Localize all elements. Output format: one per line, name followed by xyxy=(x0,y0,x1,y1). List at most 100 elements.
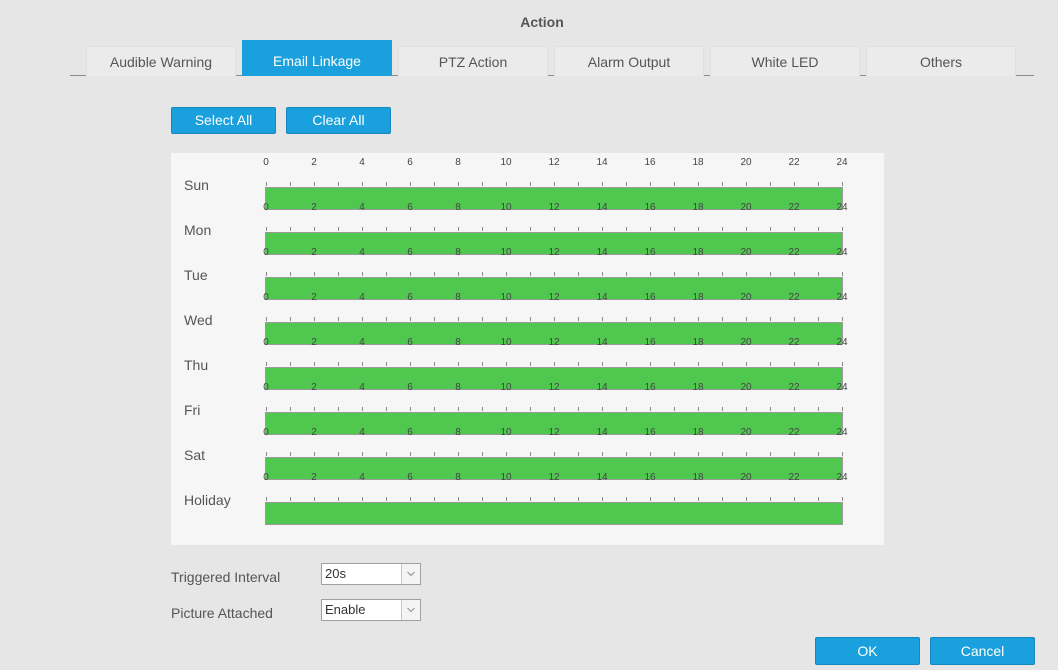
tab-white-led[interactable]: White LED xyxy=(710,46,860,76)
hour-tick-mark xyxy=(530,497,531,501)
hour-tick-mark xyxy=(410,227,411,231)
hour-tick-label: 4 xyxy=(359,292,365,303)
hour-tick-label: 14 xyxy=(596,157,608,168)
hour-tick-label: 16 xyxy=(644,472,656,483)
dropdown-button[interactable] xyxy=(401,564,420,584)
hour-tick-mark xyxy=(530,452,531,456)
hour-tick-mark xyxy=(530,407,531,411)
hour-tick-mark xyxy=(722,497,723,501)
hour-tick-mark xyxy=(818,407,819,411)
hour-tick-mark xyxy=(410,272,411,276)
hour-tick-mark xyxy=(650,452,651,456)
hour-tick-mark xyxy=(290,227,291,231)
tab-email-linkage[interactable]: Email Linkage xyxy=(242,40,392,76)
hour-tick-label: 10 xyxy=(500,292,512,303)
hour-tick-mark xyxy=(698,272,699,276)
hour-tick-mark xyxy=(506,362,507,366)
hour-tick-label: 16 xyxy=(644,157,656,168)
hour-tick-label: 4 xyxy=(359,157,365,168)
tab-audible-warning[interactable]: Audible Warning xyxy=(86,46,236,76)
hour-tick-mark xyxy=(386,182,387,186)
hour-tick-label: 4 xyxy=(359,337,365,348)
hour-tick-label: 18 xyxy=(692,472,704,483)
hour-tick-label: 10 xyxy=(500,472,512,483)
hour-tick-mark xyxy=(530,182,531,186)
tab-ptz-action[interactable]: PTZ Action xyxy=(398,46,548,76)
triggered-interval-label: Triggered Interval xyxy=(171,569,281,585)
day-label: Sat xyxy=(184,447,206,463)
hour-tick-label: 0 xyxy=(263,202,269,213)
schedule-row: Sat 0 2 4 6 8 10 12 14 16 18 20 22 24 xyxy=(171,423,884,480)
schedule-bar[interactable] xyxy=(265,412,843,435)
hour-tick-mark xyxy=(482,497,483,501)
hour-tick-mark xyxy=(578,452,579,456)
hour-tick-mark xyxy=(458,452,459,456)
hour-ruler: 0 2 4 6 8 10 12 14 16 18 20 22 24 xyxy=(263,288,848,321)
hour-tick-mark xyxy=(650,497,651,501)
tab-alarm-output[interactable]: Alarm Output xyxy=(554,46,704,76)
day-label: Wed xyxy=(184,312,213,328)
hour-tick-mark xyxy=(458,362,459,366)
clear-all-button[interactable]: Clear All xyxy=(286,107,391,134)
hour-tick-mark xyxy=(290,452,291,456)
hour-tick-mark xyxy=(698,497,699,501)
hour-tick-mark xyxy=(506,272,507,276)
hour-tick-mark xyxy=(338,272,339,276)
hour-tick-mark xyxy=(602,227,603,231)
hour-ruler: 0 2 4 6 8 10 12 14 16 18 20 22 24 xyxy=(263,198,848,231)
hour-tick-mark xyxy=(602,317,603,321)
hour-tick-mark xyxy=(386,362,387,366)
hour-tick-mark xyxy=(818,452,819,456)
hour-tick-mark xyxy=(626,452,627,456)
hour-tick-mark xyxy=(530,272,531,276)
hour-tick-mark xyxy=(794,182,795,186)
hour-tick-mark xyxy=(410,362,411,366)
select-all-button[interactable]: Select All xyxy=(171,107,276,134)
hour-tick-mark xyxy=(314,317,315,321)
hour-tick-label: 4 xyxy=(359,247,365,258)
hour-tick-label: 22 xyxy=(788,382,800,393)
hour-tick-mark xyxy=(362,362,363,366)
hour-tick-mark xyxy=(314,272,315,276)
hour-tick-mark xyxy=(698,317,699,321)
hour-tick-mark xyxy=(410,407,411,411)
hour-tick-label: 16 xyxy=(644,427,656,438)
schedule-grid: Sun 0 2 4 6 8 10 12 14 16 18 20 22 24 Mon 0 2 4 6 8 10 12 14 16… xyxy=(171,153,884,545)
dropdown-button[interactable] xyxy=(401,600,420,620)
hour-tick-mark xyxy=(842,317,843,321)
hour-tick-mark xyxy=(770,182,771,186)
schedule-bar[interactable] xyxy=(265,187,843,210)
hour-tick-label: 22 xyxy=(788,472,800,483)
hour-tick-mark xyxy=(746,452,747,456)
schedule-fill xyxy=(266,458,842,479)
schedule-bar[interactable] xyxy=(265,502,843,525)
hour-tick-mark xyxy=(314,497,315,501)
schedule-bar[interactable] xyxy=(265,322,843,345)
hour-tick-label: 18 xyxy=(692,247,704,258)
hour-tick-mark xyxy=(722,407,723,411)
schedule-bar[interactable] xyxy=(265,457,843,480)
hour-tick-mark xyxy=(482,317,483,321)
hour-tick-mark xyxy=(434,452,435,456)
hour-tick-label: 6 xyxy=(407,157,413,168)
schedule-bar[interactable] xyxy=(265,367,843,390)
hour-tick-mark xyxy=(314,227,315,231)
tab-others[interactable]: Others xyxy=(866,46,1016,76)
hour-tick-mark xyxy=(554,317,555,321)
picture-attached-select[interactable]: Enable xyxy=(321,599,421,621)
schedule-bar[interactable] xyxy=(265,277,843,300)
hour-tick-mark xyxy=(434,272,435,276)
hour-tick-mark xyxy=(338,317,339,321)
schedule-bar[interactable] xyxy=(265,232,843,255)
cancel-button[interactable]: Cancel xyxy=(930,637,1035,665)
hour-ruler: 0 2 4 6 8 10 12 14 16 18 20 22 24 xyxy=(263,153,848,186)
hour-tick-label: 6 xyxy=(407,427,413,438)
hour-tick-mark xyxy=(314,452,315,456)
ok-button[interactable]: OK xyxy=(815,637,920,665)
hour-tick-label: 4 xyxy=(359,382,365,393)
hour-tick-mark xyxy=(290,272,291,276)
hour-tick-mark xyxy=(602,362,603,366)
triggered-interval-select[interactable]: 20s xyxy=(321,563,421,585)
hour-tick-label: 12 xyxy=(548,202,560,213)
day-label: Mon xyxy=(184,222,212,238)
